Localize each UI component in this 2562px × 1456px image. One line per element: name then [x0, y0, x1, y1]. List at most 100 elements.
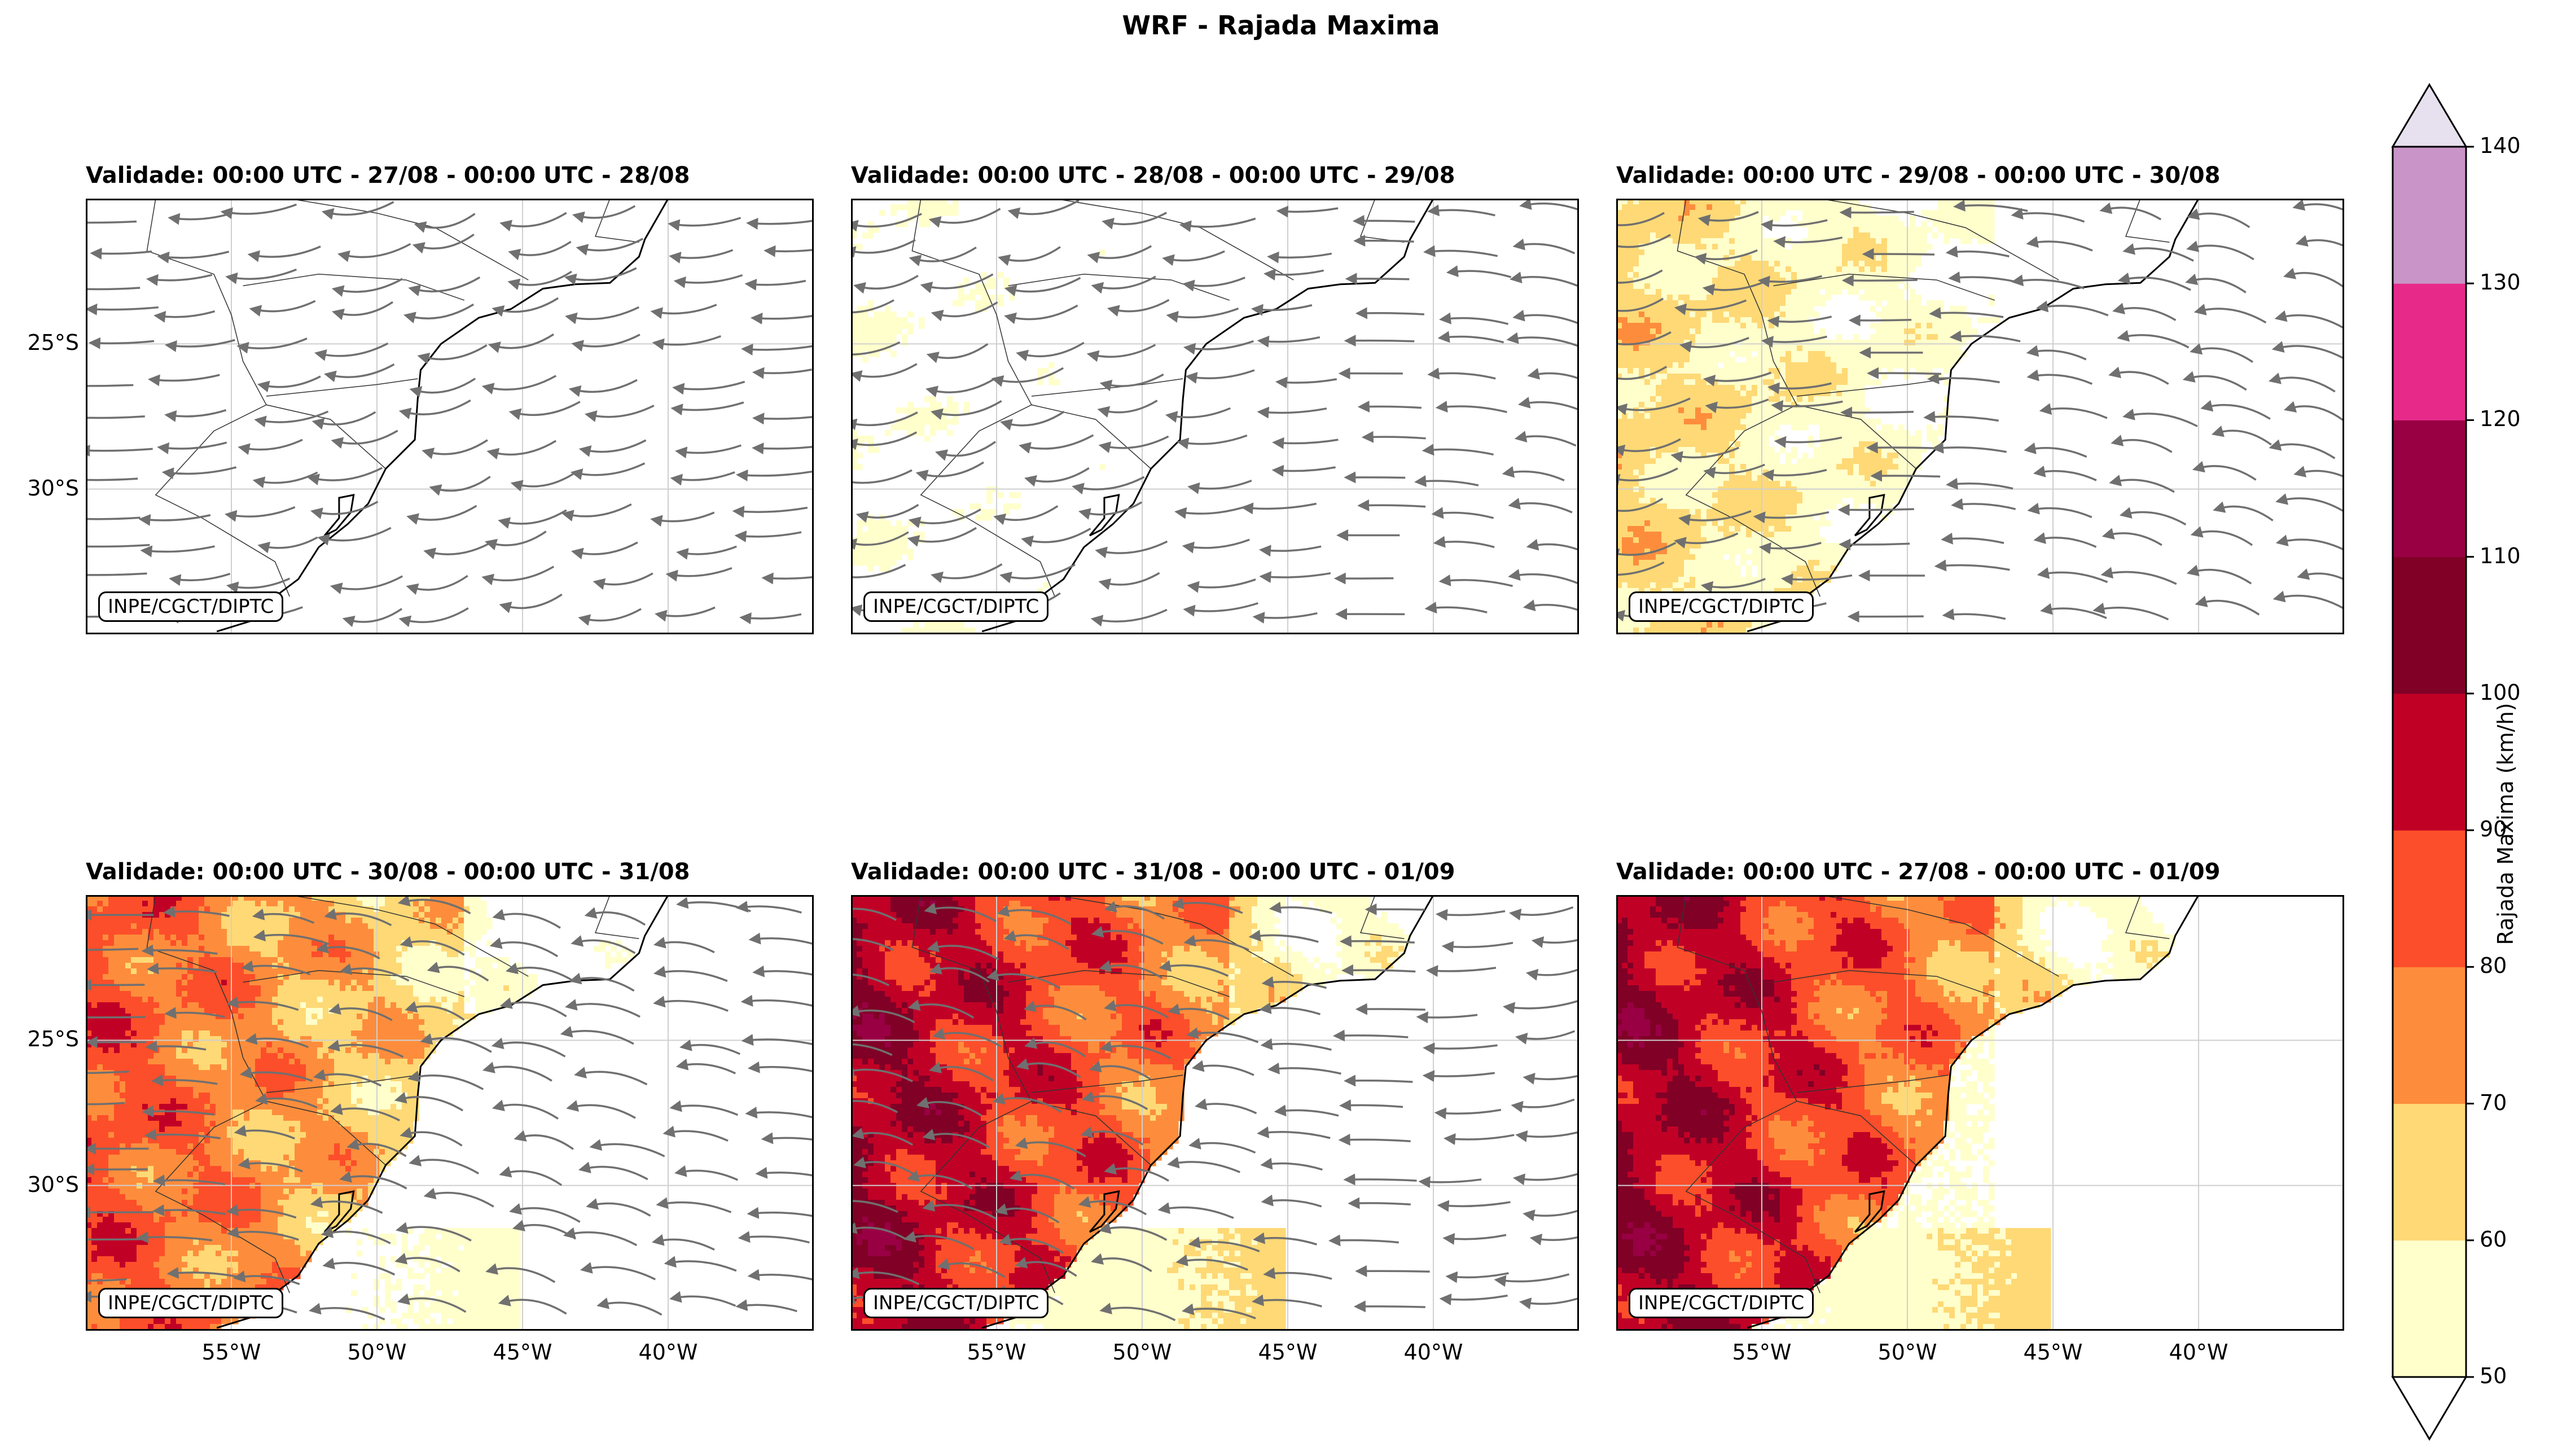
- gust-cell: [1690, 413, 1696, 419]
- gust-cell: [1723, 622, 1730, 628]
- gust-cell: [1723, 582, 1730, 589]
- gust-cell: [1763, 272, 1769, 278]
- gust-cell: [1887, 481, 1893, 487]
- gust-cell: [1729, 464, 1735, 470]
- gust-cell: [1887, 441, 1893, 448]
- gust-cell: [1853, 464, 1859, 470]
- streamline: [652, 335, 721, 350]
- gust-cell: [1684, 233, 1690, 239]
- gust-cell: [1853, 498, 1859, 504]
- gust-cell: [1639, 334, 1645, 340]
- gust-cell: [1684, 582, 1690, 589]
- gust-cell: [1802, 210, 1809, 216]
- gust-cell: [1673, 582, 1679, 589]
- gust-cell: [879, 560, 885, 566]
- gust-cell: [1859, 413, 1865, 419]
- gust-cell: [1740, 255, 1747, 261]
- gust-cell: [1706, 464, 1713, 470]
- gust-cell: [295, 918, 301, 924]
- gust-cell: [1932, 221, 1938, 227]
- gust-cell: [1644, 458, 1651, 464]
- gust-cell: [857, 340, 863, 346]
- gust-cell: [1757, 481, 1763, 487]
- gust-cell: [334, 901, 340, 907]
- gust-cell: [1656, 362, 1662, 369]
- gust-cell: [1819, 441, 1826, 448]
- gust-cell: [1718, 436, 1724, 442]
- gust-cell: [1622, 475, 1628, 481]
- gust-cell: [1740, 458, 1747, 464]
- gust-cell: [1938, 345, 1944, 352]
- gust-cell: [272, 906, 278, 913]
- gust-cell: [1718, 300, 1724, 306]
- gust-cell: [1808, 289, 1814, 295]
- gust-cell: [1797, 266, 1803, 273]
- gust-cell: [1752, 216, 1758, 222]
- gust-cell: [436, 929, 442, 935]
- gust-cell: [1644, 470, 1651, 476]
- gust-cell: [1729, 396, 1735, 402]
- gust-cell: [1757, 300, 1763, 306]
- gust-cell: [998, 272, 1004, 278]
- gust-cell: [1898, 323, 1905, 329]
- gust-cell: [1673, 413, 1679, 419]
- gust-cell: [1633, 210, 1639, 216]
- streamline: [1355, 307, 1424, 319]
- gust-cell: [1797, 261, 1803, 267]
- gust-cell: [1791, 464, 1797, 470]
- gust-cell: [1723, 391, 1730, 397]
- gust-cell: [1678, 565, 1684, 572]
- streamline: [1099, 373, 1164, 392]
- gust-cell: [458, 901, 464, 907]
- gust-cell: [1723, 300, 1730, 306]
- gust-cell: [1791, 532, 1797, 538]
- streamline: [1616, 397, 1691, 415]
- gust-cell: [913, 628, 919, 634]
- gust-cell: [1819, 255, 1826, 261]
- streamline: [1431, 507, 1494, 519]
- gust-cell: [1622, 317, 1628, 323]
- gust-cell: [159, 912, 165, 918]
- gust-cell: [1735, 419, 1741, 425]
- gust-cell: [907, 424, 914, 431]
- streamline: [236, 337, 308, 354]
- gust-cell: [1656, 216, 1662, 222]
- gust-cell: [1921, 306, 1927, 312]
- gust-cell: [1893, 261, 1899, 267]
- gust-cell: [1695, 622, 1701, 628]
- gust-cell: [1791, 266, 1797, 273]
- gust-cell: [1723, 312, 1730, 318]
- gust-cell: [1887, 283, 1893, 290]
- gust-cell: [1718, 244, 1724, 250]
- streamline: [568, 379, 638, 397]
- gust-cell: [1627, 345, 1634, 352]
- gust-cell: [1690, 396, 1696, 402]
- gust-cell: [1627, 402, 1634, 408]
- state-border: [1773, 274, 1995, 301]
- gust-cell: [1870, 261, 1876, 267]
- gust-cell: [1802, 470, 1809, 476]
- gust-cell: [1898, 436, 1905, 442]
- gust-cell: [1656, 475, 1662, 481]
- gust-cell: [1752, 278, 1758, 284]
- gust-cell: [1757, 266, 1763, 273]
- gust-cell: [1932, 357, 1938, 363]
- gust-cell: [1876, 283, 1882, 290]
- gust-cell: [1644, 368, 1651, 374]
- gust-cell: [1932, 210, 1938, 216]
- gust-cell: [1701, 498, 1707, 504]
- gust-cell: [447, 918, 453, 924]
- streamline: [1526, 538, 1579, 551]
- gust-cell: [1859, 357, 1865, 363]
- gust-cell: [1797, 464, 1803, 470]
- gust-cell: [1842, 340, 1848, 346]
- gust-cell: [1740, 628, 1747, 634]
- gust-cell: [1910, 334, 1916, 340]
- gust-cell: [1729, 362, 1735, 369]
- gust-cell: [142, 918, 148, 924]
- gust-cell: [1983, 216, 1989, 222]
- gust-cell: [216, 923, 222, 929]
- streamline: [1760, 219, 1828, 231]
- gust-cell: [1622, 238, 1628, 244]
- gust-cell: [1887, 255, 1893, 261]
